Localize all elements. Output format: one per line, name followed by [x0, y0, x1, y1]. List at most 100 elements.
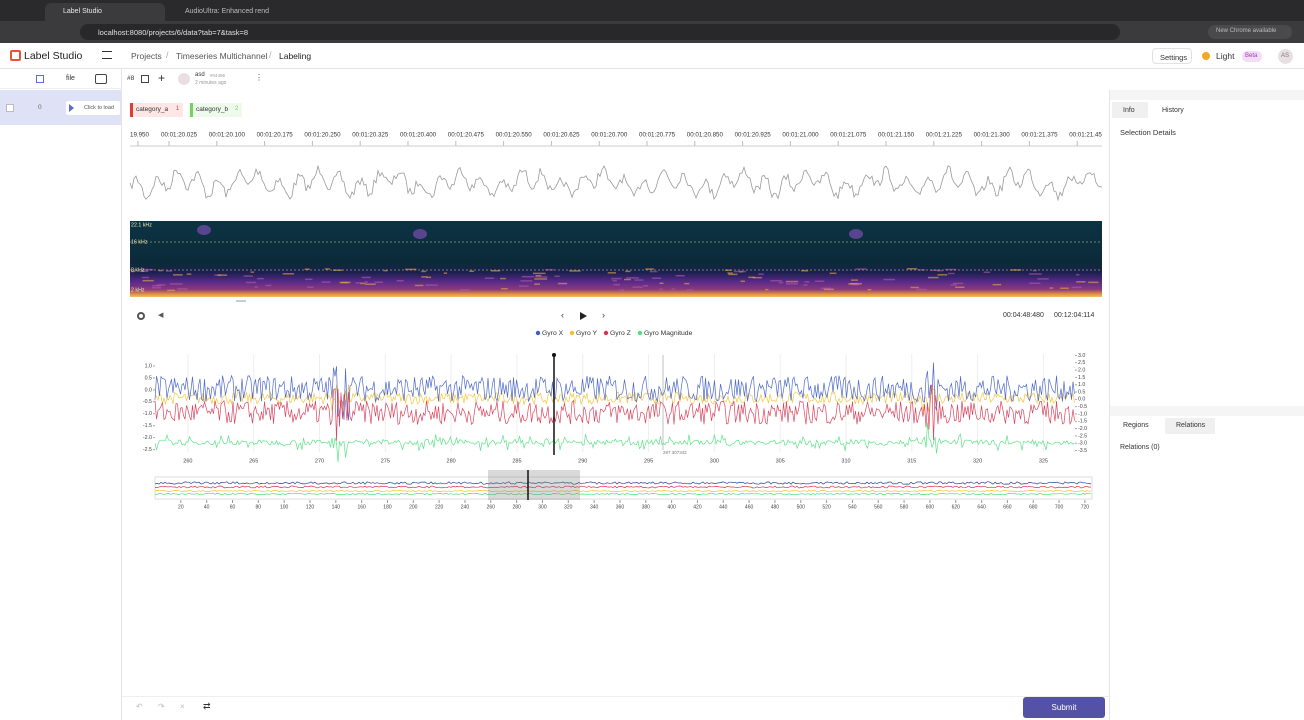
spectrogram-speck: [804, 280, 810, 283]
x-tick-label: 260: [183, 458, 192, 464]
swap-icon[interactable]: ⇄: [203, 701, 211, 711]
breadcrumb[interactable]: Labeling: [279, 51, 312, 61]
beta-pill: Beta: [1242, 51, 1262, 62]
spectrogram-speck: [321, 281, 331, 283]
panel-tab[interactable]: Info: [1123, 107, 1135, 114]
spectrogram-speck: [254, 286, 258, 288]
overview-tick-label: 460: [745, 504, 754, 510]
spectrogram-speck: [1029, 273, 1042, 275]
legend-label: Gyro Y: [576, 330, 597, 337]
series-line: [154, 362, 1075, 421]
prev-button[interactable]: ‹: [561, 310, 564, 320]
spectrogram-speck: [425, 284, 438, 286]
spectrogram-speck: [1032, 269, 1037, 272]
submit-button[interactable]: Submit: [1023, 697, 1105, 718]
overview-tick-label: 480: [771, 504, 780, 510]
spectrogram-speck: [684, 282, 690, 285]
panel-tab-active[interactable]: [1165, 418, 1215, 434]
legend-label: Gyro Z: [610, 330, 631, 337]
spectrogram-speck: [374, 281, 383, 284]
column-header: file: [66, 75, 75, 82]
breadcrumb[interactable]: Projects: [131, 51, 162, 61]
volume-icon[interactable]: ◀: [158, 312, 164, 319]
view-icon[interactable]: [95, 74, 107, 84]
y2-tick-label: 1.5: [1078, 375, 1085, 381]
overview-tick-label: 20: [178, 504, 184, 510]
spectrogram-speck: [645, 268, 654, 270]
y-tick-label: 0.5: [145, 375, 152, 381]
address-bar[interactable]: localhost:8080/projects/6/data?tab=7&tas…: [80, 24, 1120, 40]
load-button[interactable]: Click to load: [66, 101, 120, 115]
panel-tab[interactable]: History: [1162, 107, 1184, 114]
spectrogram-blob: [197, 225, 211, 235]
overview-tick-label: 160: [357, 504, 366, 510]
next-button[interactable]: ›: [602, 310, 605, 320]
spectrogram-speck: [383, 269, 388, 272]
spectrogram-speck: [910, 286, 919, 289]
y2-tick-label: 0.5: [1078, 389, 1085, 395]
spectrogram-speck: [158, 269, 163, 272]
spectrogram-speck: [785, 282, 795, 285]
y-tick-label: 0.0: [145, 387, 152, 393]
panel-tab[interactable]: Relations: [1176, 422, 1206, 429]
spectrogram-speck: [341, 281, 351, 284]
spectrogram-speck: [906, 268, 918, 270]
overview-brush[interactable]: [488, 470, 580, 500]
history-button[interactable]: ↶: [136, 702, 143, 711]
label-name: category_a: [136, 106, 169, 113]
logo-icon: [10, 50, 21, 61]
avatar[interactable]: AS: [1278, 49, 1293, 64]
spectrogram-speck: [855, 268, 867, 270]
x-tick-label: 300: [710, 458, 719, 464]
settings-icon[interactable]: [137, 312, 145, 320]
update-pill[interactable]: New Chrome available: [1208, 25, 1292, 39]
spectrogram-speck: [172, 274, 183, 276]
logo-text[interactable]: Label Studio: [24, 50, 83, 62]
panel-strip: [1110, 90, 1304, 100]
history-button[interactable]: ↷: [158, 702, 165, 711]
label-name: category_b: [196, 106, 229, 113]
browser-tab[interactable]: AudioUltra: Enhanced rend: [185, 8, 270, 15]
x-tick-label: 265: [249, 458, 258, 464]
spectrogram-speck: [557, 282, 568, 285]
label-hotkey: 1: [176, 106, 180, 112]
time-tick-label: 00:01:20.175: [257, 132, 294, 139]
theme-toggle[interactable]: Light: [1216, 51, 1235, 61]
spectrogram-speck: [282, 273, 295, 275]
panel-tab[interactable]: Regions: [1123, 422, 1149, 429]
settings-button[interactable]: Settings: [1152, 48, 1192, 64]
panel-tab-active[interactable]: [1112, 102, 1148, 118]
spectrogram-speck: [952, 282, 964, 285]
y2-tick-label: -2.0: [1078, 426, 1087, 432]
x-tick-label: 325: [1039, 458, 1048, 464]
browser-tab[interactable]: Label Studio: [45, 3, 165, 21]
spectrogram-speck: [752, 276, 762, 279]
overview-tick-label: 280: [512, 504, 521, 510]
spectrogram-speck: [733, 270, 746, 273]
legend-dot: [569, 330, 575, 336]
overview-line: [154, 492, 1092, 496]
right-panel: [1109, 90, 1304, 720]
breadcrumb[interactable]: Timeseries Multichannel: [176, 51, 268, 61]
spectrogram-speck: [157, 284, 166, 286]
x-tick-label: 305: [776, 458, 785, 464]
overview-tick-label: 620: [952, 504, 961, 510]
overview-tick-label: 60: [230, 504, 236, 510]
spectrogram-speck: [469, 270, 474, 273]
spectrogram-speck: [937, 274, 948, 276]
more-icon[interactable]: ⋮: [255, 73, 263, 82]
time-tick-label: 00:01:20.325: [352, 132, 389, 139]
overview-tick-label: 600: [926, 504, 935, 510]
spectrogram-speck: [569, 270, 581, 272]
add-icon[interactable]: +: [158, 71, 166, 85]
spectrogram-speck: [883, 278, 895, 281]
history-button[interactable]: ×: [180, 702, 185, 711]
label-chip[interactable]: [130, 103, 183, 117]
label-chip[interactable]: [190, 103, 242, 117]
panel-icon[interactable]: [141, 75, 149, 83]
play-button[interactable]: [580, 312, 587, 320]
x-tick-label: 290: [578, 458, 587, 464]
overview-tick-label: 40: [204, 504, 210, 510]
overview-tick-label: 720: [1081, 504, 1090, 510]
spectrogram-speck: [643, 285, 649, 287]
